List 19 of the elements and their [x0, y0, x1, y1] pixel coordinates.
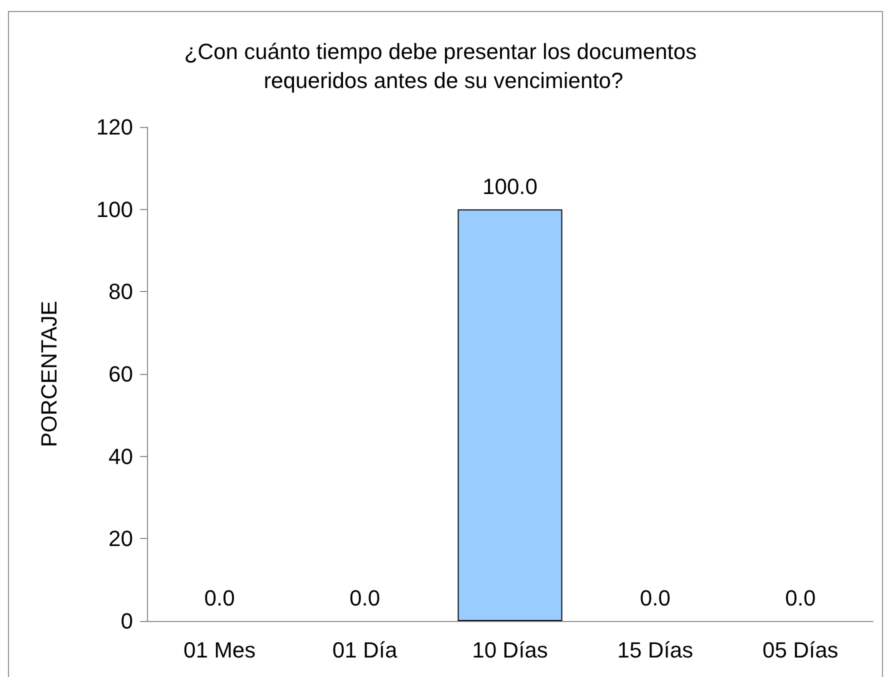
y-axis-title: PORCENTAJE [36, 300, 62, 448]
y-tick-label: 40 [108, 444, 133, 469]
y-tick-label: 20 [108, 526, 133, 552]
x-tick-label: 15 Días [617, 638, 694, 662]
data-label: 0.0 [785, 586, 816, 610]
y-tick-label: 60 [108, 362, 133, 386]
x-tick-label: 01 Día [332, 638, 398, 662]
data-label: 0.0 [350, 586, 380, 610]
x-tick-label: 05 Días [762, 638, 838, 662]
y-tick-label: 120 [96, 114, 133, 140]
x-tick-label: 10 Días [472, 638, 548, 662]
y-tick-label: 0 [120, 608, 133, 634]
y-tick-label: 100 [96, 196, 133, 222]
chart-title: ¿Con cuánto tiempo debe presentar los documentos requeridos antes de su vencimiento? [184, 39, 703, 93]
data-label: 0.0 [204, 586, 235, 610]
x-tick-label: 01 Mes [184, 638, 256, 662]
data-label: 100.0 [482, 174, 538, 199]
data-label: 0.0 [640, 586, 670, 610]
y-tick-label: 80 [108, 279, 133, 304]
